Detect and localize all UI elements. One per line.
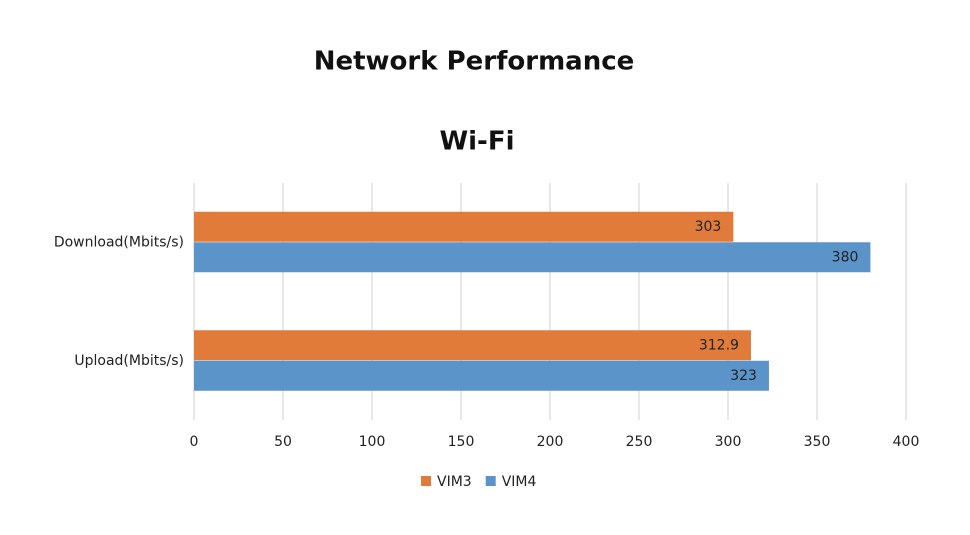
- x-tick-label: 350: [804, 434, 831, 450]
- x-tick-label: 400: [893, 434, 920, 450]
- x-tick-label: 250: [626, 434, 653, 450]
- value-label: 312.9: [699, 338, 739, 354]
- bar: [194, 360, 769, 391]
- x-tick-label: 300: [715, 434, 742, 450]
- y-tick-label: Download(Mbits/s): [54, 234, 184, 250]
- value-label: 303: [695, 219, 722, 235]
- value-label: 323: [730, 368, 757, 384]
- bar: [194, 242, 871, 273]
- x-tick-label: 100: [359, 434, 386, 450]
- x-tick-label: 150: [448, 434, 475, 450]
- legend-label: VIM3: [437, 474, 472, 490]
- legend-label: VIM4: [502, 474, 537, 490]
- chart-title: Network Performance: [314, 47, 635, 77]
- x-tick-label: 50: [274, 434, 292, 450]
- bar: [194, 330, 751, 361]
- x-tick-label: 200: [537, 434, 564, 450]
- bar: [194, 211, 734, 242]
- x-tick-label: 0: [190, 434, 199, 450]
- value-label: 380: [832, 250, 859, 266]
- y-tick-label: Upload(Mbits/s): [74, 353, 184, 369]
- legend-swatch: [485, 476, 496, 486]
- legend-swatch: [421, 476, 431, 486]
- chart-subtitle: Wi-Fi: [439, 127, 514, 157]
